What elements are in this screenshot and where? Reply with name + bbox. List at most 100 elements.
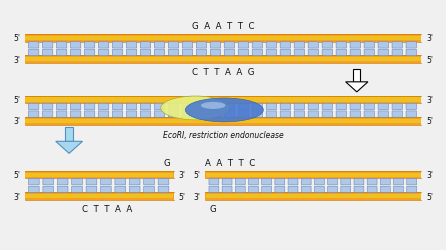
FancyBboxPatch shape [224,112,235,118]
FancyBboxPatch shape [168,50,179,56]
FancyBboxPatch shape [280,112,291,118]
FancyBboxPatch shape [336,112,347,118]
FancyBboxPatch shape [115,179,126,185]
FancyBboxPatch shape [354,179,364,185]
FancyBboxPatch shape [238,112,248,118]
FancyBboxPatch shape [210,50,221,56]
Bar [205,192,421,200]
Bar [25,119,421,123]
FancyBboxPatch shape [222,179,232,185]
Text: 3': 3' [194,192,201,201]
FancyBboxPatch shape [367,179,377,185]
FancyBboxPatch shape [364,42,375,49]
FancyBboxPatch shape [210,104,221,110]
FancyBboxPatch shape [294,112,305,118]
FancyBboxPatch shape [56,112,67,118]
FancyBboxPatch shape [144,179,154,185]
Polygon shape [56,142,83,154]
FancyBboxPatch shape [224,50,235,56]
FancyBboxPatch shape [350,112,360,118]
FancyBboxPatch shape [168,112,179,118]
FancyBboxPatch shape [100,179,111,185]
FancyBboxPatch shape [350,104,360,110]
FancyBboxPatch shape [144,186,154,193]
FancyBboxPatch shape [112,104,123,110]
FancyBboxPatch shape [314,179,324,185]
FancyBboxPatch shape [354,186,364,193]
FancyBboxPatch shape [224,42,235,49]
FancyBboxPatch shape [84,112,95,118]
FancyBboxPatch shape [252,104,263,110]
FancyBboxPatch shape [393,186,404,193]
FancyBboxPatch shape [392,112,402,118]
FancyBboxPatch shape [209,179,219,185]
FancyBboxPatch shape [158,186,169,193]
Text: 5': 5' [13,170,20,179]
FancyBboxPatch shape [407,186,417,193]
FancyBboxPatch shape [380,179,390,185]
Ellipse shape [161,96,230,120]
Bar [25,37,421,41]
FancyBboxPatch shape [275,179,285,185]
FancyBboxPatch shape [336,104,347,110]
FancyBboxPatch shape [224,104,235,110]
Text: A  A  T  T  C: A A T T C [205,158,255,168]
FancyBboxPatch shape [222,186,232,193]
FancyBboxPatch shape [350,50,360,56]
FancyBboxPatch shape [308,42,318,49]
FancyBboxPatch shape [84,42,95,49]
FancyBboxPatch shape [56,104,67,110]
Bar [25,171,174,179]
FancyBboxPatch shape [158,179,169,185]
FancyBboxPatch shape [288,186,298,193]
FancyBboxPatch shape [56,50,67,56]
FancyBboxPatch shape [112,50,123,56]
FancyBboxPatch shape [378,104,388,110]
FancyBboxPatch shape [392,104,402,110]
FancyBboxPatch shape [294,104,305,110]
FancyBboxPatch shape [129,186,140,193]
FancyBboxPatch shape [182,112,193,118]
FancyBboxPatch shape [364,104,375,110]
FancyBboxPatch shape [168,104,179,110]
FancyBboxPatch shape [140,104,151,110]
FancyBboxPatch shape [84,104,95,110]
FancyBboxPatch shape [328,186,338,193]
FancyBboxPatch shape [168,42,179,49]
FancyBboxPatch shape [182,42,193,49]
FancyBboxPatch shape [99,104,109,110]
FancyBboxPatch shape [301,186,311,193]
FancyBboxPatch shape [126,42,137,49]
FancyBboxPatch shape [99,50,109,56]
FancyBboxPatch shape [294,50,305,56]
Bar [353,70,360,82]
FancyBboxPatch shape [328,179,338,185]
FancyBboxPatch shape [248,179,258,185]
FancyBboxPatch shape [196,112,206,118]
FancyBboxPatch shape [336,50,347,56]
FancyBboxPatch shape [154,42,165,49]
Text: 5': 5' [194,170,201,179]
FancyBboxPatch shape [56,42,67,49]
FancyBboxPatch shape [322,112,333,118]
FancyBboxPatch shape [308,104,318,110]
Text: G: G [210,204,216,213]
FancyBboxPatch shape [322,42,333,49]
FancyBboxPatch shape [154,112,165,118]
FancyBboxPatch shape [288,179,298,185]
Bar [25,98,421,102]
FancyBboxPatch shape [406,112,417,118]
FancyBboxPatch shape [70,42,81,49]
Text: 3': 3' [426,170,433,179]
FancyBboxPatch shape [336,42,347,49]
FancyBboxPatch shape [392,42,402,49]
FancyBboxPatch shape [112,42,123,49]
FancyBboxPatch shape [209,186,219,193]
FancyBboxPatch shape [407,179,417,185]
Text: 3': 3' [426,96,433,104]
FancyBboxPatch shape [70,112,81,118]
FancyBboxPatch shape [378,42,388,49]
FancyBboxPatch shape [280,104,291,110]
FancyBboxPatch shape [308,50,318,56]
FancyBboxPatch shape [235,186,245,193]
